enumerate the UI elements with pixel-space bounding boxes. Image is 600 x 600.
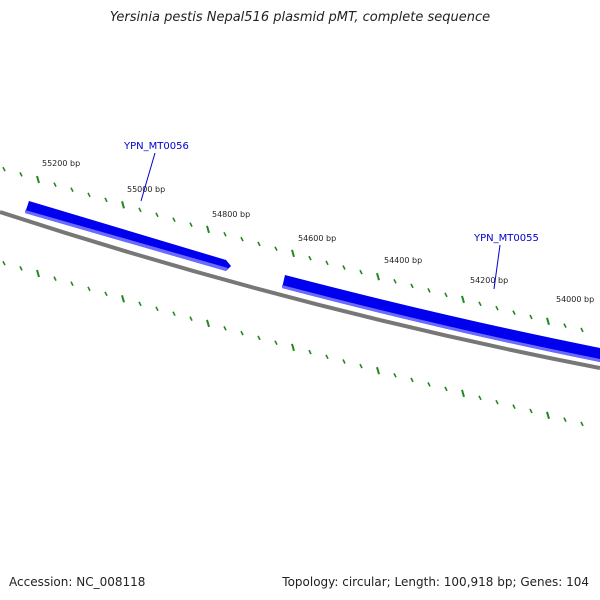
ruler-label-54200: 54200 bp	[470, 276, 508, 285]
lower-major-tick	[36, 269, 40, 278]
lower-minor-tick	[274, 340, 278, 346]
lower-minor-tick	[172, 311, 176, 317]
gene-arrow-highlight-ypn-mt0055	[282, 285, 600, 362]
upper-minor-tick	[274, 246, 278, 252]
upper-major-tick	[36, 175, 40, 184]
sequence-backbone	[0, 210, 600, 370]
lower-minor-tick	[342, 359, 346, 364]
lower-minor-tick	[155, 306, 159, 312]
upper-minor-tick	[359, 269, 363, 275]
upper-minor-tick	[478, 301, 482, 307]
upper-minor-tick	[529, 314, 533, 320]
upper-tick-row	[2, 166, 584, 333]
lower-minor-tick	[580, 421, 584, 427]
gene-feature-ypn-mt0056[interactable]: YPN_MT0056	[25, 141, 231, 271]
lower-minor-tick	[529, 408, 533, 414]
upper-minor-tick	[308, 255, 312, 261]
sequence-stats-text: Topology: circular; Length: 100,918 bp; …	[282, 575, 589, 589]
lower-major-tick	[546, 411, 550, 420]
lower-minor-tick	[104, 291, 108, 297]
lower-major-tick	[121, 295, 125, 303]
ruler-label-54600: 54600 bp	[298, 234, 336, 243]
lower-major-tick	[291, 343, 295, 352]
upper-minor-tick	[223, 231, 227, 237]
lower-minor-tick	[427, 382, 431, 387]
lower-minor-tick	[257, 335, 261, 341]
lower-major-tick	[461, 389, 465, 398]
gene-label-line-ypn-mt0056	[140, 152, 156, 202]
accession-text: Accession: NC_008118	[9, 575, 146, 589]
upper-major-tick	[461, 295, 465, 304]
upper-minor-tick	[512, 310, 516, 315]
upper-minor-tick	[563, 323, 567, 328]
lower-minor-tick	[563, 417, 567, 422]
gene-label-ypn-mt0056[interactable]: YPN_MT0056	[123, 141, 189, 152]
lower-minor-tick	[393, 372, 397, 378]
ruler-label-54000: 54000 bp	[556, 295, 594, 304]
lower-minor-tick	[325, 354, 329, 360]
ruler-label-55200: 55200 bp	[42, 159, 80, 168]
upper-major-tick	[121, 201, 125, 209]
lower-minor-tick	[53, 276, 57, 281]
upper-minor-tick	[240, 236, 244, 242]
upper-major-tick	[546, 317, 550, 326]
lower-minor-tick	[189, 316, 193, 321]
upper-minor-tick	[104, 197, 108, 203]
lower-major-tick	[376, 366, 380, 375]
upper-minor-tick	[53, 182, 57, 187]
lower-minor-tick	[410, 377, 414, 383]
upper-minor-tick	[393, 278, 397, 284]
upper-minor-tick	[444, 292, 448, 298]
gene-label-line-ypn-mt0055	[493, 244, 501, 290]
lower-minor-tick	[512, 404, 516, 409]
gene-label-ypn-mt0055[interactable]: YPN_MT0055	[473, 233, 539, 244]
upper-minor-tick	[2, 166, 6, 172]
lower-minor-tick	[359, 363, 363, 369]
upper-minor-tick	[189, 222, 193, 227]
lower-minor-tick	[444, 386, 448, 392]
ruler-labels: 55200 bp 55000 bp 54800 bp 54600 bp 5440…	[42, 159, 594, 304]
gene-arrow-ypn-mt0056[interactable]	[25, 201, 231, 271]
map-title: Yersinia pestis Nepal516 plasmid pMT, co…	[109, 10, 491, 25]
lower-minor-tick	[2, 260, 6, 266]
upper-minor-tick	[325, 260, 329, 266]
upper-minor-tick	[138, 207, 142, 213]
upper-minor-tick	[580, 327, 584, 333]
gene-feature-ypn-mt0055[interactable]: YPN_MT0055	[282, 233, 600, 362]
ruler-label-55000: 55000 bp	[127, 185, 165, 194]
gene-arrow-ypn-mt0055[interactable]	[282, 275, 600, 362]
lower-minor-tick	[138, 301, 142, 307]
ruler-label-54800: 54800 bp	[212, 210, 250, 219]
upper-minor-tick	[410, 283, 414, 289]
lower-minor-tick	[19, 266, 23, 271]
upper-minor-tick	[70, 187, 74, 193]
upper-major-tick	[376, 272, 380, 281]
upper-minor-tick	[495, 305, 499, 311]
upper-minor-tick	[87, 192, 91, 198]
upper-minor-tick	[342, 265, 346, 270]
lower-minor-tick	[478, 395, 482, 401]
lower-minor-tick	[223, 325, 227, 331]
ruler-label-54400: 54400 bp	[384, 256, 422, 265]
upper-minor-tick	[427, 288, 431, 293]
gene-arrow-highlight-ypn-mt0056	[25, 210, 228, 271]
upper-major-tick	[206, 225, 210, 234]
lower-minor-tick	[495, 399, 499, 405]
upper-minor-tick	[155, 212, 159, 218]
upper-minor-tick	[257, 241, 261, 247]
upper-minor-tick	[172, 217, 176, 223]
lower-major-tick	[206, 319, 210, 328]
upper-major-tick	[291, 249, 295, 258]
lower-tick-row	[2, 260, 584, 427]
lower-minor-tick	[70, 281, 74, 287]
upper-minor-tick	[19, 172, 23, 177]
lower-minor-tick	[87, 286, 91, 292]
lower-minor-tick	[308, 349, 312, 355]
lower-minor-tick	[240, 330, 244, 336]
